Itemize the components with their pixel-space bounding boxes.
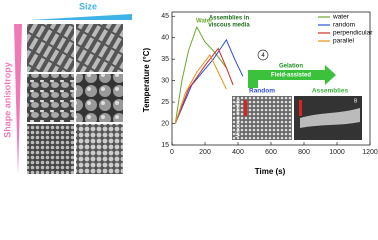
assembly-shape [300, 108, 360, 128]
y-tick-label: 25 [161, 99, 169, 106]
sem-grid: Size Shape anisotropy [2, 1, 132, 175]
series-line [174, 47, 234, 124]
shape-label: Shape anisotropy [2, 62, 12, 138]
size-label: Size [79, 1, 97, 11]
field-bar [299, 100, 302, 116]
field-bar [244, 100, 247, 116]
sem-image [76, 124, 123, 174]
sem-image [76, 74, 123, 122]
inset-image [232, 96, 292, 140]
y-axis-label: Temperature (°C) [142, 47, 151, 112]
y-tick-label: 45 [161, 13, 169, 20]
y-tick-label: 35 [161, 56, 169, 63]
sem-image [27, 74, 74, 122]
y-tick-label: 20 [161, 120, 169, 127]
sem-image [27, 124, 74, 174]
legend-label: parallel [333, 38, 355, 45]
sem-image [27, 24, 74, 72]
shape-wedge [14, 24, 22, 175]
x-axis-label: Time (s) [255, 167, 286, 176]
size-wedge [30, 14, 132, 20]
annotation: viscous media [208, 23, 250, 29]
sem-image [76, 24, 123, 72]
plot: Time (s) Temperature (°C) 15202530354045… [142, 11, 378, 176]
series-line [174, 53, 227, 124]
x-tick-label: 0 [170, 149, 174, 156]
annotation: Assemblies in [209, 16, 250, 22]
legend-label: random [333, 22, 355, 29]
annotation: Water [196, 19, 213, 25]
figure: Size Shape anisotropy Time (s) Temperatu… [2, 1, 378, 176]
y-tick-label: 15 [161, 142, 169, 149]
annotation: Random [249, 88, 275, 95]
annotation: Gelation [279, 64, 303, 70]
step-circle [257, 49, 269, 61]
scale-label: B [354, 98, 358, 104]
x-tick-label: 400 [232, 149, 244, 156]
x-tick-label: 200 [199, 149, 211, 156]
x-tick-label: 600 [265, 149, 277, 156]
series-line [174, 25, 227, 124]
x-tick-label: 1200 [362, 149, 378, 156]
arrow [248, 65, 336, 88]
inset-label: Viscous media [235, 98, 241, 137]
y-tick-label: 30 [161, 77, 169, 84]
x-tick-label: 1000 [329, 149, 345, 156]
y-tick-label: 40 [161, 35, 169, 42]
x-tick-label: 800 [298, 149, 310, 156]
legend-label: water [332, 14, 350, 21]
series-line [174, 38, 244, 124]
legend-label: perpendicular [333, 30, 373, 37]
annotation: Field-assisted [271, 73, 311, 79]
annotation: Assemblies [312, 88, 349, 95]
annotations: Water Assemblies in viscous media 4 Gela… [196, 16, 362, 140]
step-number: 4 [261, 53, 265, 59]
